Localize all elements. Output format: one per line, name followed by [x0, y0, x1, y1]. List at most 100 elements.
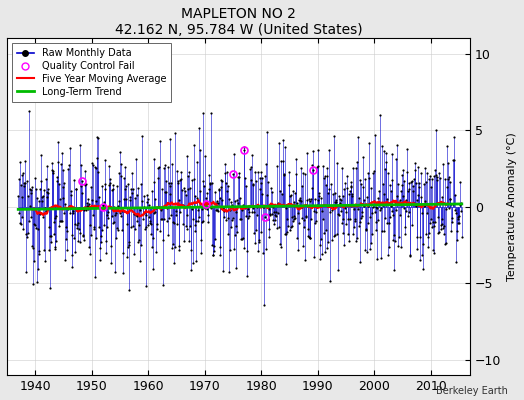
Point [252, 227, 260, 233]
Point [288, 222, 296, 229]
Point [53, 159, 62, 165]
Point [254, 168, 262, 175]
Point [399, 193, 408, 200]
Point [410, 160, 419, 167]
Point [172, 168, 181, 175]
Point [116, 210, 124, 216]
Point [168, 161, 176, 167]
Point [427, 216, 435, 223]
Point [184, 173, 192, 180]
Point [86, 184, 95, 190]
Point [345, 216, 354, 222]
Point [231, 232, 239, 238]
Point [149, 156, 158, 162]
Point [452, 258, 460, 265]
Point [377, 255, 385, 261]
Point [213, 198, 221, 204]
Point [227, 217, 236, 223]
Point [401, 208, 410, 214]
Point [197, 236, 205, 243]
Point [178, 187, 187, 194]
Point [210, 243, 218, 249]
Point [84, 203, 93, 210]
Point [316, 195, 325, 201]
Point [184, 186, 193, 192]
Point [130, 211, 138, 217]
Point [264, 225, 272, 232]
Point [375, 199, 383, 205]
Point [454, 220, 462, 226]
Point [121, 164, 129, 170]
Point [108, 182, 117, 188]
Point [192, 258, 201, 264]
Point [373, 205, 381, 212]
Point [174, 178, 182, 184]
Point [361, 176, 369, 183]
Point [161, 178, 170, 184]
Point [122, 196, 130, 202]
Point [239, 245, 248, 251]
Point [342, 209, 350, 216]
Point [173, 221, 181, 228]
Point [295, 197, 303, 203]
Point [241, 175, 249, 182]
Point [168, 245, 177, 251]
Point [275, 139, 283, 146]
Point [291, 215, 300, 222]
Point [203, 189, 211, 196]
Point [62, 246, 71, 253]
Point [26, 187, 35, 193]
Point [261, 173, 269, 180]
Point [85, 201, 94, 207]
Point [346, 187, 354, 194]
Point [170, 244, 179, 250]
Point [209, 252, 217, 258]
Point [176, 177, 184, 183]
Point [305, 235, 314, 242]
Point [453, 228, 461, 234]
Point [441, 241, 450, 248]
Point [20, 182, 29, 189]
Point [396, 196, 404, 203]
Point [249, 180, 257, 187]
Point [242, 213, 250, 220]
Point [412, 246, 421, 252]
Point [433, 177, 441, 184]
Point [262, 161, 270, 167]
Point [353, 159, 362, 166]
Point [68, 232, 77, 238]
Point [446, 179, 454, 186]
Point [159, 282, 167, 288]
Point [434, 170, 443, 176]
Point [232, 209, 240, 215]
Point [205, 185, 213, 192]
Point [60, 210, 68, 216]
Point [205, 180, 214, 186]
Point [417, 194, 425, 200]
Point [189, 215, 198, 222]
Point [185, 238, 193, 244]
Point [94, 168, 102, 175]
Point [58, 218, 66, 224]
Point [101, 186, 110, 192]
Point [336, 196, 344, 202]
Point [436, 200, 444, 206]
Point [369, 170, 377, 176]
Point [102, 250, 110, 256]
Point [78, 190, 86, 196]
Point [56, 218, 64, 224]
Point [202, 194, 211, 201]
Point [113, 224, 121, 231]
Point [162, 189, 170, 195]
Point [326, 278, 334, 284]
Point [41, 176, 50, 182]
Point [202, 201, 210, 208]
Point [219, 205, 227, 212]
Point [298, 183, 307, 190]
Point [201, 153, 210, 159]
Point [48, 167, 57, 173]
Point [419, 203, 428, 209]
Point [331, 190, 339, 196]
Point [371, 208, 379, 215]
Point [409, 183, 418, 190]
